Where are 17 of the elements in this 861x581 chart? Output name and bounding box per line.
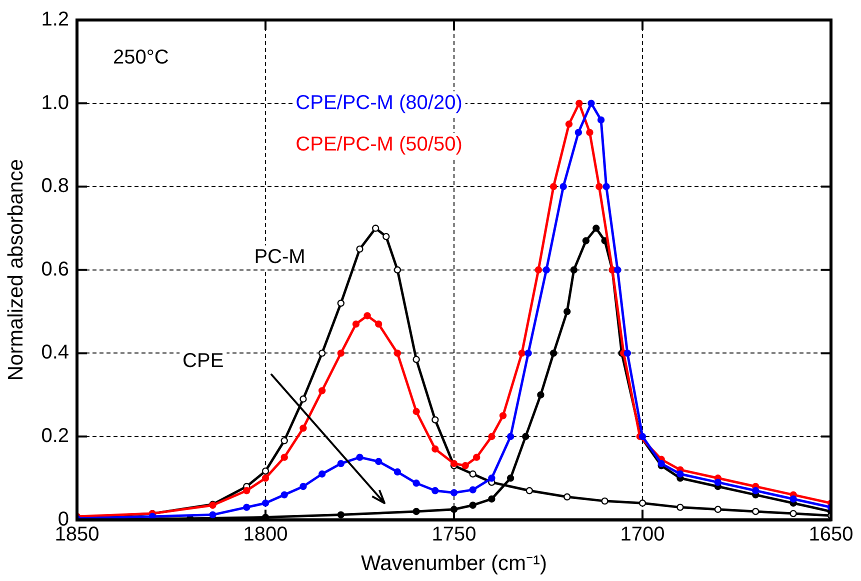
x-tick-label: 1650	[808, 523, 854, 546]
x-tick-label: 1700	[620, 523, 665, 546]
y-axis-title: Normalized absorbance	[4, 159, 28, 381]
text: CPE	[182, 350, 224, 372]
annotation: 250°C	[113, 46, 169, 69]
y-tick-label: 0.4	[41, 342, 70, 364]
y-tick-label: 1.2	[41, 8, 70, 31]
y-tick-label: 0.6	[41, 258, 70, 280]
text: CPE/PC-M (50/50)	[296, 133, 462, 156]
text: CPE/PC-M (80/20)	[296, 92, 462, 114]
y-tick-label: 1.0	[41, 92, 70, 114]
y-tick-label: 0.8	[41, 175, 70, 198]
y-tick-label: 0.2	[41, 425, 70, 448]
x-tick-label: 1750	[432, 523, 476, 546]
x-tick-label: 1800	[243, 523, 288, 546]
text: PC-M	[254, 246, 306, 268]
x-axis-title: Wavenumber (cm⁻¹)	[361, 552, 547, 576]
